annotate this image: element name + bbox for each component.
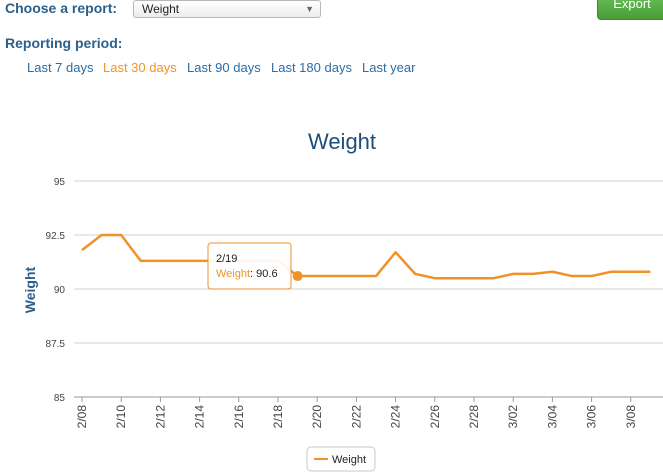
reporting-period-label: Reporting period:	[5, 35, 123, 51]
report-select[interactable]: Weight ▼	[133, 0, 321, 18]
highlighted-point[interactable]	[292, 271, 303, 282]
y-tick-label: 90	[54, 285, 66, 296]
x-tick-label: 3/02	[506, 405, 520, 429]
chart-tooltip: 2/19 Weight: 90.6	[207, 242, 292, 290]
y-axis-label: Weight	[22, 266, 38, 313]
chart-title: Weight	[308, 129, 376, 154]
period-link-180-days[interactable]: Last 180 days	[271, 60, 352, 75]
x-tick-label: 2/18	[271, 405, 285, 429]
tooltip-colon: :	[250, 268, 256, 280]
export-button[interactable]: Export	[597, 0, 663, 20]
tooltip-value: 90.6	[256, 268, 277, 280]
tooltip-date: 2/19	[216, 253, 237, 265]
y-tick-label: 85	[54, 393, 66, 404]
x-tick-label: 2/22	[349, 405, 363, 429]
x-tick-label: 2/26	[428, 405, 442, 429]
tooltip-series-name: Weight	[216, 268, 250, 280]
y-tick-label: 92.5	[46, 231, 66, 242]
legend-item-weight[interactable]: Weight	[332, 454, 366, 466]
x-tick-label: 3/06	[585, 405, 599, 429]
period-link-90-days[interactable]: Last 90 days	[187, 60, 261, 75]
x-tick-label: 2/20	[310, 405, 324, 429]
report-select-value: Weight	[142, 2, 180, 16]
y-tick-label: 95	[54, 177, 66, 188]
chart-legend[interactable]: Weight	[306, 446, 376, 472]
tooltip-value-line: Weight: 90.6	[216, 268, 278, 280]
period-link-7-days[interactable]: Last 7 days	[27, 60, 94, 75]
x-tick-label: 3/08	[624, 405, 638, 429]
legend-box[interactable]	[306, 446, 376, 472]
dropdown-arrow-icon: ▼	[305, 4, 314, 14]
x-tick-label: 2/16	[232, 405, 246, 429]
tooltip-box	[207, 242, 292, 290]
x-tick-label: 2/28	[467, 405, 481, 429]
period-link-30-days[interactable]: Last 30 days	[103, 60, 177, 75]
x-tick-label: 2/14	[193, 405, 207, 429]
x-tick-label: 3/04	[545, 405, 559, 429]
y-tick-label: 87.5	[46, 339, 66, 350]
x-tick-label: 2/08	[75, 405, 89, 429]
series-line-weight[interactable]	[81, 233, 651, 280]
x-tick-label: 2/24	[389, 405, 403, 429]
x-tick-label: 2/12	[153, 405, 167, 429]
period-link-last-year[interactable]: Last year	[362, 60, 416, 75]
x-tick-label: 2/10	[114, 405, 128, 429]
report-label: Choose a report:	[5, 0, 118, 16]
